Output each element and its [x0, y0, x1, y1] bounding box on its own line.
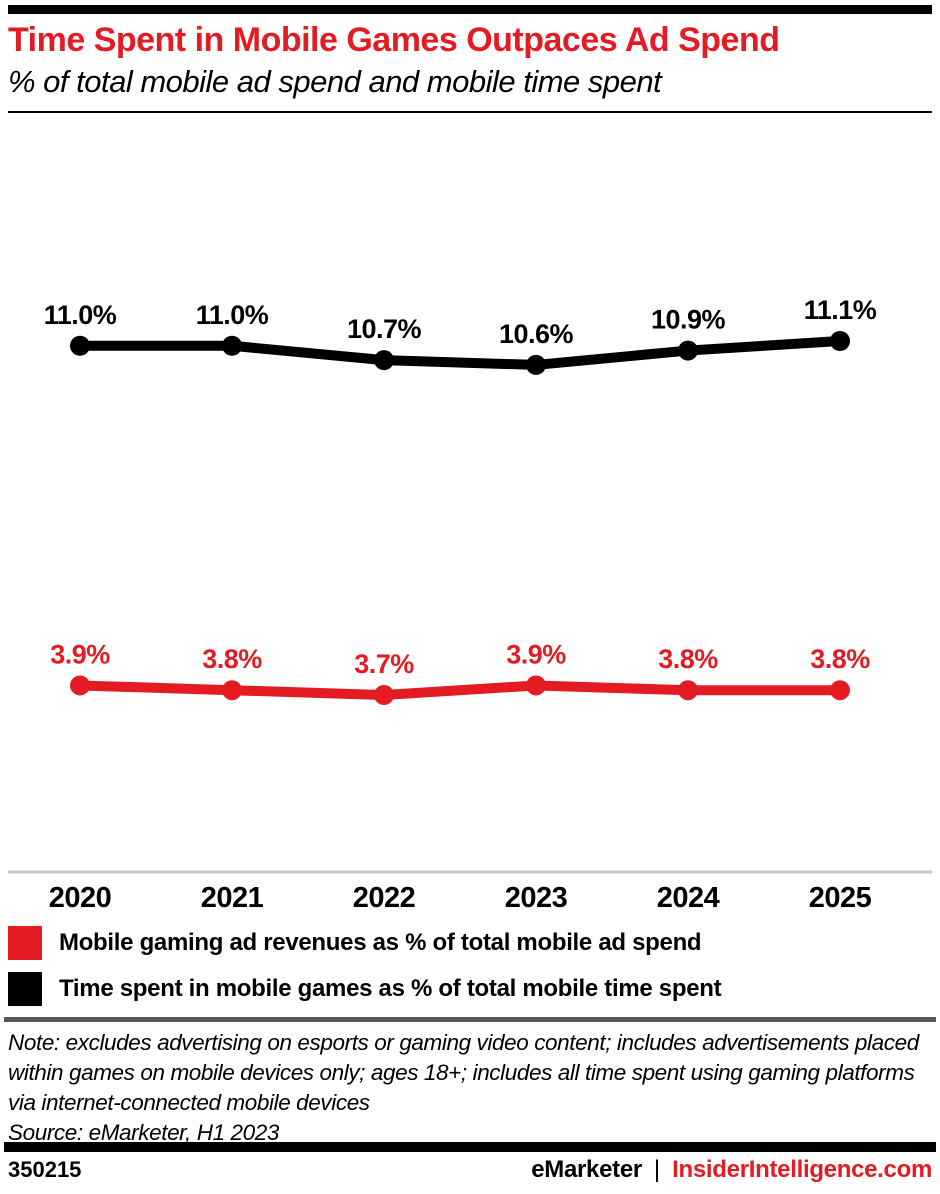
top-accent-bar — [8, 5, 932, 14]
data-point-label: 3.8% — [658, 644, 718, 674]
data-point-label: 3.7% — [354, 649, 414, 679]
data-point — [526, 675, 546, 696]
chart-source: Source: eMarketer, H1 2023 — [8, 1120, 280, 1145]
data-point — [374, 685, 394, 706]
header-divider — [8, 111, 932, 113]
footer-divider-bar — [4, 1142, 936, 1152]
chart-legend: Mobile gaming ad revenues as % of total … — [8, 926, 722, 1006]
data-point — [830, 331, 850, 351]
data-point — [678, 340, 698, 361]
data-point — [70, 335, 90, 356]
x-tick-label: 2025 — [809, 882, 872, 914]
data-point — [222, 335, 242, 356]
brand-emarketer: eMarketer — [531, 1156, 642, 1183]
brand-separator: | — [653, 1156, 661, 1183]
data-point-label: 11.1% — [804, 295, 877, 325]
note-divider — [4, 1017, 936, 1022]
x-tick-label: 2020 — [49, 882, 112, 914]
data-point — [374, 350, 394, 371]
x-tick-label: 2023 — [505, 882, 568, 914]
legend-label: Mobile gaming ad revenues as % of total … — [59, 929, 702, 956]
legend-item-time-spent: Time spent in mobile games as % of total… — [8, 972, 722, 1006]
x-tick-label: 2024 — [657, 882, 720, 914]
brand-group: eMarketer | InsiderIntelligence.com — [531, 1156, 932, 1184]
data-point-label: 3.9% — [506, 639, 566, 669]
legend-item-ad-revenues: Mobile gaming ad revenues as % of total … — [8, 926, 721, 960]
series-line-0 — [80, 336, 841, 370]
data-point-label: 11.0% — [44, 300, 117, 330]
data-point-label: 10.6% — [499, 319, 574, 349]
note-block: Note: excludes advertising on esports or… — [8, 1028, 940, 1148]
x-tick-label: 2022 — [353, 882, 416, 914]
x-tick-label: 2021 — [201, 882, 264, 914]
chart-note: Note: excludes advertising on esports or… — [8, 1030, 919, 1115]
series-line-1 — [79, 680, 840, 701]
page-subtitle: % of total mobile ad spend and mobile ti… — [8, 64, 662, 99]
chart-area: 11.0% 11.0% 10.7% 10.6% 10.9% 11.1% 3.9% 3.8% 3.… — [0, 115, 940, 915]
data-point — [222, 680, 242, 701]
footer: 350215 eMarketer | InsiderIntelligence.c… — [8, 1156, 932, 1184]
data-point — [678, 680, 698, 701]
data-point-label: 10.9% — [651, 305, 726, 335]
chart-id: 350215 — [8, 1157, 82, 1182]
data-point — [526, 354, 546, 375]
data-point-label: 10.7% — [347, 314, 422, 344]
data-point-label: 3.8% — [202, 644, 262, 674]
data-point-label: 3.9% — [50, 639, 110, 669]
page-title: Time Spent in Mobile Games Outpaces Ad S… — [8, 21, 780, 59]
legend-swatch-red — [8, 926, 42, 960]
data-point-label: 3.8% — [810, 644, 870, 674]
legend-swatch-black — [8, 972, 42, 1006]
brand-site-url: InsiderIntelligence.com — [672, 1156, 932, 1183]
legend-label: Time spent in mobile games as % of total… — [59, 975, 722, 1002]
data-point — [830, 680, 850, 701]
data-point-label: 11.0% — [196, 300, 269, 330]
data-point — [70, 675, 90, 696]
chart-svg: 11.0% 11.0% 10.7% 10.6% 10.9% 11.1% 3.9% 3.8% 3.… — [8, 295, 932, 914]
